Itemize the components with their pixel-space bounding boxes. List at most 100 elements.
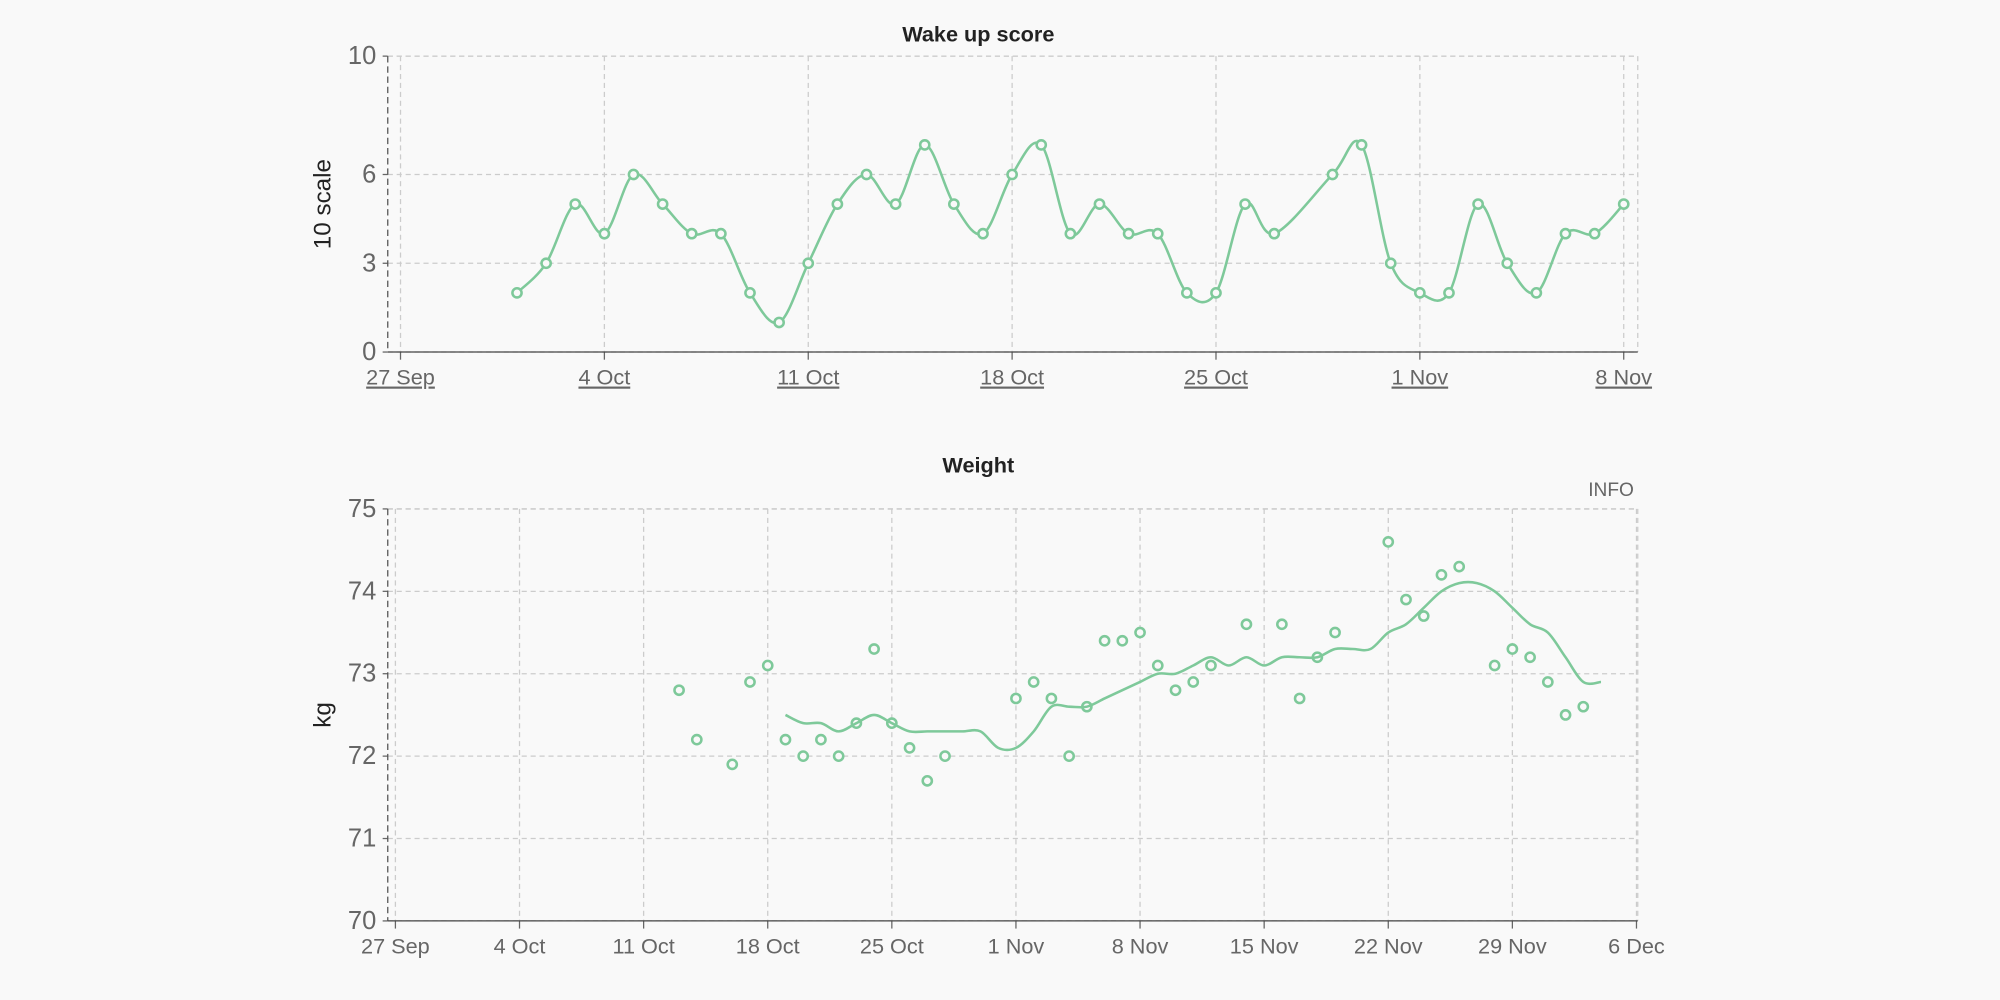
y-tick-label: 0 [362,338,376,366]
data-point [715,227,727,240]
data-point [1063,750,1076,762]
data-point [831,198,844,210]
data-point [1435,568,1448,581]
data-point [1501,257,1514,270]
data-point [690,733,703,746]
data-point [1472,198,1484,210]
data-point [1488,659,1501,672]
x-tick-label: 6 Dec [1608,933,1665,958]
data-point [1045,692,1058,705]
series-line [784,580,1602,752]
x-tick-label: 8 Nov [1595,365,1652,390]
data-point [889,198,902,210]
chart: Wake up score 10 scale 0 3 6 10 27 Sep 4 Oct 11 … [309,21,1652,389]
data-point [1205,659,1217,672]
data-point [903,742,916,754]
data-point [1506,643,1519,655]
y-tick-label: 6 [362,160,376,188]
data-point [1293,692,1306,705]
data-point [1035,139,1048,151]
x-tick-label: 27 Sep [366,365,435,390]
data-point [685,227,698,240]
data-point [1541,676,1554,688]
data-point [1559,709,1572,721]
data-point [744,676,756,688]
data-point [1151,659,1164,672]
x-tick-label: 27 Sep [361,933,430,958]
chart-title: Wake up score [902,21,1054,46]
data-point [1064,227,1077,240]
data-point [1010,692,1022,705]
data-point [744,286,756,299]
data-point [1355,139,1368,151]
x-tick-label: 4 Oct [578,365,630,390]
x-tick-label: 15 Nov [1230,933,1299,958]
data-point [726,758,739,771]
data-point [598,227,611,240]
data-point [761,659,774,672]
data-point [1329,626,1341,639]
chart: Weight kg INFO 70 71 72 73 74 75 27 Sep 4 Oct 11 Oc… [309,453,1665,959]
data-point [1093,198,1106,210]
data-point [656,198,669,210]
x-tick-label: 4 Oct [494,933,546,958]
data-point [1617,198,1630,210]
data-point [779,733,792,746]
data-point [673,684,685,697]
y-tick-label: 74 [348,577,376,605]
data-point [1413,286,1426,299]
data-point [860,168,873,181]
data-point [1134,626,1146,639]
data-point [921,774,934,787]
data-point [540,257,552,270]
x-tick-label: 18 Oct [736,933,800,958]
data-point [1276,618,1288,631]
data-point [511,286,523,299]
data-point [1588,227,1601,240]
x-tick-label: 8 Nov [1112,933,1169,958]
data-point [1027,676,1040,688]
y-tick-label: 70 [348,907,376,935]
data-point [1384,257,1397,270]
y-axis-title: 10 scale [309,159,336,249]
x-tick-label: 29 Nov [1478,933,1547,958]
data-point [977,227,989,240]
chart-title: Weight [942,453,1014,478]
data-point [1443,286,1455,299]
data-point [1326,168,1339,181]
y-tick-label: 72 [348,742,376,770]
x-tick-label: 11 Oct [613,933,675,958]
data-point [918,139,931,151]
data-point [802,257,815,270]
data-point [1151,227,1164,240]
data-point [1524,651,1536,664]
data-point [1240,618,1253,631]
data-point [1098,634,1111,647]
x-tick-label: 1 Nov [1392,365,1449,390]
y-tick-label: 3 [362,249,376,277]
data-point [1210,286,1222,299]
data-point [1239,198,1251,210]
data-point [1417,610,1430,622]
y-tick-label: 75 [348,495,376,523]
data-point [1382,536,1395,548]
x-tick-label: 25 Oct [1184,365,1248,390]
data-point [1577,700,1590,713]
data-point [868,643,880,655]
data-point [832,750,845,762]
data-point [1169,684,1182,697]
data-point [1559,227,1572,240]
data-point [1122,227,1135,240]
x-tick-label: 22 Nov [1354,933,1423,958]
data-point [1400,593,1412,606]
y-tick-label: 73 [348,660,376,688]
data-point [1180,286,1193,299]
data-point [569,198,582,210]
data-point [939,750,951,762]
x-tick-label: 11 Oct [777,365,839,390]
y-axis-title: kg [309,702,336,728]
data-point [948,198,960,210]
data-point [1187,676,1200,688]
data-point [627,168,640,181]
